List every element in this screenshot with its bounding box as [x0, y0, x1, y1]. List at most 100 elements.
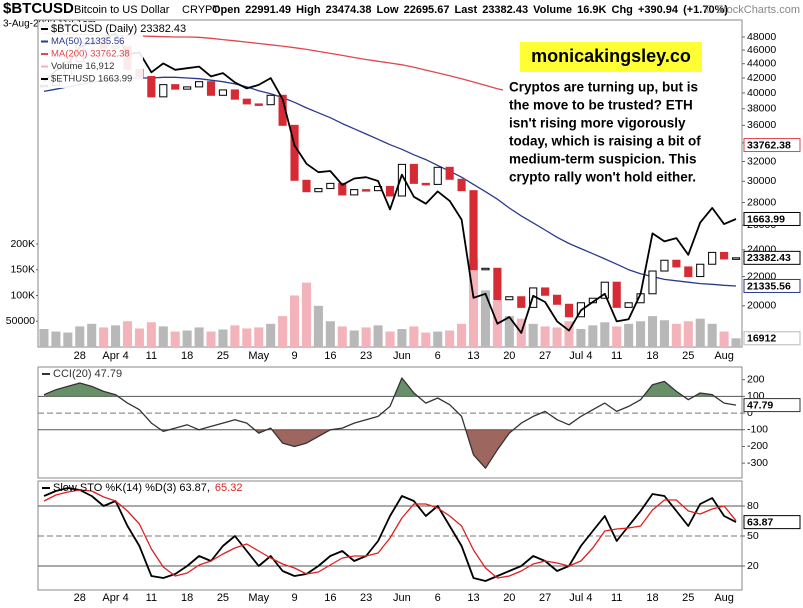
x-tick-label: 28	[74, 592, 86, 604]
volume-bar	[659, 320, 669, 347]
annotation-line: crypto rally won't hold either.	[509, 170, 696, 185]
volume-bar	[457, 323, 467, 347]
y-tick-label: 50	[747, 530, 759, 542]
volume-bar	[528, 323, 538, 347]
volume-bar	[337, 326, 347, 347]
volume-bar	[552, 327, 562, 347]
y-tick-label: 20	[747, 560, 759, 572]
x-tick-label: 27	[539, 592, 551, 604]
volume-bar	[134, 328, 144, 347]
legend-box	[39, 22, 143, 88]
volume-bar	[75, 326, 85, 347]
x-tick-label: Jul 4	[569, 592, 592, 604]
description: Bitcoin to US Dollar	[74, 4, 170, 16]
x-tick-label: 28	[74, 350, 86, 362]
watermark: monicakingsley.co	[531, 46, 691, 66]
y-tick-label: -300	[747, 457, 768, 469]
candle	[600, 281, 609, 299]
y-tick-label: 40000	[747, 87, 776, 99]
last-value-label: 63.87	[747, 516, 773, 528]
x-tick-label: 9	[291, 350, 297, 362]
candle	[517, 296, 526, 308]
x-tick-label: Apr 4	[102, 350, 128, 362]
volume-bar	[564, 321, 574, 347]
candle	[266, 94, 275, 106]
candle	[552, 294, 562, 305]
volume-bar	[624, 323, 634, 347]
last-value-label: 23382.43	[747, 252, 791, 264]
volume-bar	[385, 331, 395, 347]
candle	[481, 267, 490, 271]
volume-bar	[468, 259, 479, 347]
x-tick-label: 27	[539, 350, 551, 362]
volume-bar	[63, 332, 73, 347]
series-line	[43, 76, 737, 287]
candle	[433, 166, 442, 185]
volume-bar	[612, 326, 622, 347]
last-value-label: 33762.38	[747, 139, 791, 151]
legend-label: $ETHUSD 1663.99	[51, 74, 132, 85]
x-tick-label: 23	[360, 350, 372, 362]
volume-bar	[504, 316, 514, 347]
x-tick-label: 16	[324, 592, 336, 604]
series-line	[43, 487, 737, 582]
candle	[505, 296, 514, 301]
y-tick-label: 36000	[747, 119, 776, 131]
volume-bar	[254, 327, 264, 347]
volume-bar	[707, 323, 717, 347]
volume-bar	[409, 326, 419, 347]
exchange: CRYPT	[182, 4, 219, 16]
volume-bar	[206, 331, 216, 347]
volume-bar	[242, 328, 252, 347]
watermark-box	[520, 42, 702, 72]
candle	[541, 287, 550, 296]
candle	[469, 190, 478, 271]
volume-bar	[146, 322, 156, 347]
candle	[720, 251, 729, 260]
y-tick-label: 46000	[747, 44, 776, 56]
volume-bar	[158, 326, 168, 347]
x-tick-label: 11	[611, 350, 622, 362]
volume-bar	[540, 326, 550, 347]
candle	[624, 302, 633, 308]
volume-bar	[588, 325, 598, 347]
x-tick-label: 11	[611, 592, 622, 604]
candle	[314, 188, 323, 193]
last-value-box	[743, 278, 801, 293]
volume-bar	[266, 323, 276, 347]
x-tick-label: 18	[181, 350, 193, 362]
x-tick-label: 6	[435, 350, 441, 362]
x-tick-label: 25	[682, 592, 694, 604]
legend-label: 65.32	[215, 482, 243, 494]
x-tick-label: 16	[324, 350, 336, 362]
last-value-box	[743, 515, 801, 530]
y-tick-label: 48000	[747, 31, 776, 43]
last-value-label: 47.79	[747, 399, 773, 411]
legend-label: MA(200) 33762.38	[51, 49, 130, 60]
last-value-box	[743, 398, 801, 413]
volume-tick-label: 200K	[10, 238, 35, 250]
x-tick-label: Jul 4	[569, 350, 592, 362]
legend-label: Slow STO %K(14) %D(3) 63.87,	[53, 482, 210, 494]
annotation-line: medium-term suspicion. This	[509, 152, 697, 167]
volume-bar	[421, 332, 431, 347]
y-tick-label: 200	[747, 373, 765, 385]
volume-tick-label: 150K	[10, 264, 35, 276]
candle	[457, 178, 466, 192]
x-tick-label: 13	[467, 592, 479, 604]
y-tick-label: 44000	[747, 57, 776, 69]
volume-bar	[122, 321, 133, 347]
candle	[338, 182, 347, 196]
volume-bar	[301, 282, 312, 347]
credit: © StockCharts.com	[705, 4, 800, 16]
candle	[362, 189, 371, 192]
last-value-label: 16912	[747, 333, 776, 345]
candle	[183, 86, 192, 90]
x-tick-label: Jun	[393, 350, 411, 362]
candle	[421, 182, 430, 186]
x-tick-label: Jun	[393, 592, 411, 604]
x-tick-label: 20	[503, 350, 515, 362]
candle	[672, 259, 681, 268]
y-tick-label: -200	[747, 440, 768, 452]
